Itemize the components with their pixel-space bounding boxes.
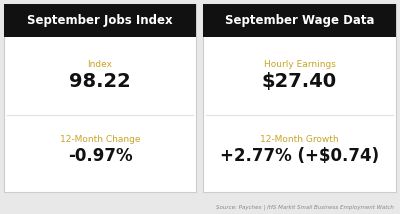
Text: September Wage Data: September Wage Data: [225, 14, 374, 27]
Text: -0.97%: -0.97%: [68, 147, 132, 165]
Bar: [203, 4, 396, 192]
Bar: [4, 4, 196, 192]
Bar: [203, 4, 396, 37]
Text: Source: Paychex | IHS Markit Small Business Employment Watch: Source: Paychex | IHS Markit Small Busin…: [216, 204, 394, 210]
Text: $27.40: $27.40: [262, 72, 337, 91]
Text: Hourly Earnings: Hourly Earnings: [264, 60, 336, 69]
Text: 98.22: 98.22: [69, 72, 131, 91]
Text: Index: Index: [88, 60, 112, 69]
Text: 12-Month Change: 12-Month Change: [60, 135, 140, 144]
Bar: [4, 4, 196, 37]
Text: 12-Month Growth: 12-Month Growth: [260, 135, 339, 144]
Text: +2.77% (+$0.74): +2.77% (+$0.74): [220, 147, 379, 165]
Text: September Jobs Index: September Jobs Index: [27, 14, 173, 27]
